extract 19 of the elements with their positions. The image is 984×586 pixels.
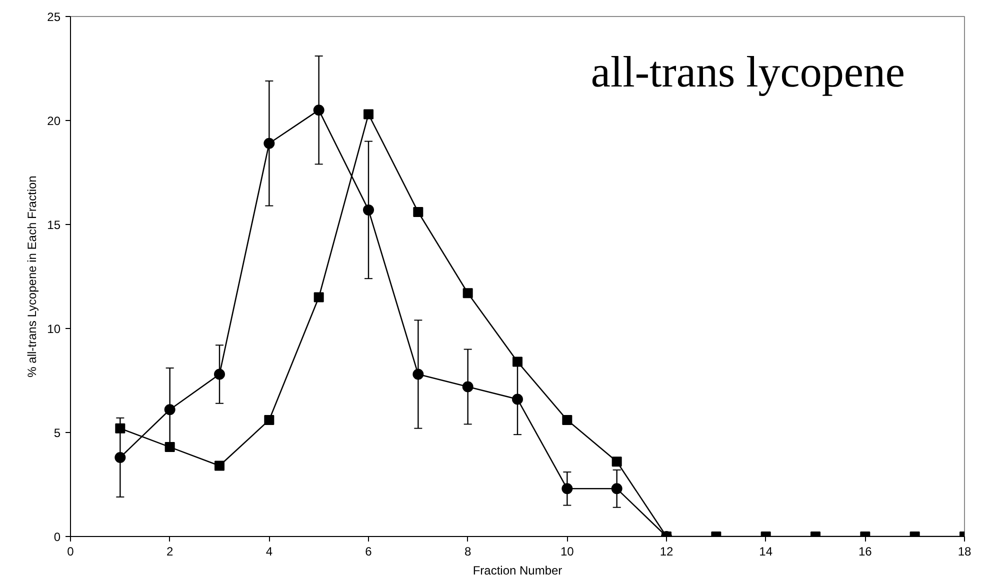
x-tick-label: 10: [560, 544, 574, 558]
x-tick-label: 6: [365, 544, 372, 558]
y-tick-label: 5: [54, 426, 61, 440]
y-tick-label: 25: [47, 10, 61, 24]
y-tick-label: 0: [54, 530, 61, 544]
x-tick-label: 2: [166, 544, 174, 558]
x-axis-title: Fraction Number: [472, 564, 562, 578]
y-tick-label: 20: [47, 114, 61, 128]
x-tick-label: 0: [67, 544, 74, 558]
x-tick-label: 16: [858, 544, 872, 558]
x-tick-label: 4: [266, 544, 273, 558]
x-tick-label: 8: [464, 544, 472, 558]
x-tick-label: 18: [958, 544, 972, 558]
y-axis-title: % all-trans Lycopene in Each Fraction: [25, 176, 40, 378]
y-tick-label: 10: [47, 322, 61, 336]
x-tick-label: 12: [660, 544, 674, 558]
x-tick-label: 14: [759, 544, 773, 558]
y-tick-label: 15: [47, 218, 61, 232]
annotation: all-trans lycopene: [590, 48, 905, 97]
